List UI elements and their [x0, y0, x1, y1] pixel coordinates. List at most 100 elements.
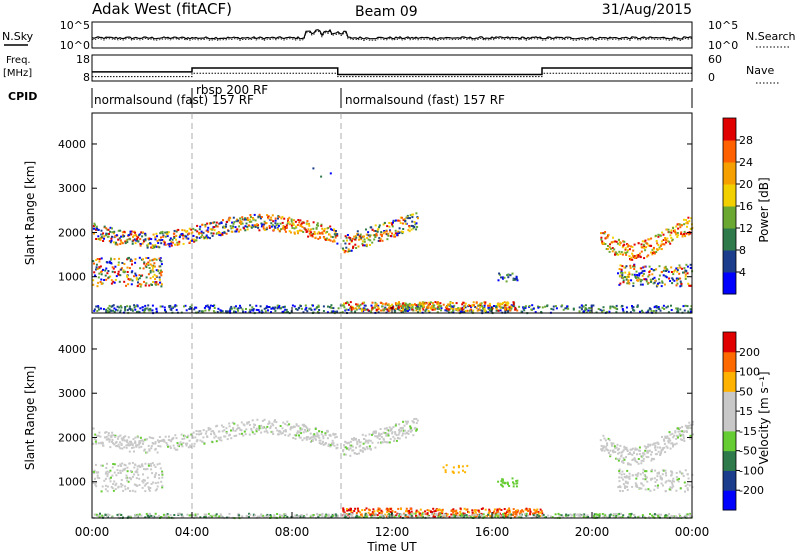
- velocity-cell: [297, 425, 300, 428]
- velocity-cell: [254, 424, 256, 427]
- velocity-cell: [158, 462, 161, 465]
- power-cell: [472, 309, 475, 312]
- velocity-cell: [93, 472, 96, 475]
- power-cell: [612, 240, 615, 243]
- velocity-cell: [462, 469, 464, 472]
- velocity-cell: [117, 443, 120, 446]
- velocity-cell: [488, 508, 491, 511]
- velocity-cell: [643, 445, 646, 448]
- velocity-cell: [180, 443, 183, 446]
- velocity-cell: [666, 435, 669, 438]
- power-cell: [116, 243, 119, 246]
- velocity-cell: [237, 427, 240, 430]
- power-cell: [622, 281, 625, 284]
- velocity-cell: [561, 515, 564, 518]
- velocity-cell: [278, 513, 281, 516]
- power-cell: [455, 308, 458, 310]
- velocity-cell: [296, 430, 299, 433]
- power-cell: [466, 309, 469, 312]
- velocity-cell: [189, 446, 192, 448]
- power-ylabel: Slant Range [km]: [23, 161, 37, 265]
- velocity-cell: [258, 515, 261, 518]
- power-cell: [391, 303, 394, 306]
- power-cell: [270, 307, 273, 310]
- power-cell: [578, 306, 581, 309]
- power-cell: [680, 224, 683, 227]
- power-cell: [410, 224, 413, 227]
- velocity-cell: [347, 441, 350, 444]
- power-cell: [350, 249, 353, 252]
- velocity-cell: [349, 440, 352, 443]
- power-cell: [622, 240, 625, 243]
- power-cell: [354, 235, 357, 238]
- power-cell: [402, 228, 405, 230]
- velocity-ylabel: Slant Range [km]: [23, 366, 37, 470]
- power-cell: [430, 308, 433, 311]
- power-cell: [345, 308, 348, 311]
- velocity-cell: [533, 509, 536, 512]
- velocity-cell: [329, 444, 332, 447]
- velocity-cell: [627, 453, 630, 456]
- power-cell: [414, 307, 417, 309]
- power-cell: [673, 269, 676, 272]
- velocity-cell: [320, 433, 323, 436]
- power-cell: [684, 275, 687, 278]
- power-cell: [386, 308, 389, 311]
- velocity-cell: [355, 446, 357, 449]
- power-cell: [628, 282, 631, 285]
- power-cell: [244, 229, 247, 232]
- power-cell: [159, 265, 162, 268]
- velocity-cell: [439, 513, 442, 515]
- power-cell: [283, 217, 286, 220]
- velocity-cell: [134, 436, 137, 439]
- power-cell: [629, 266, 632, 269]
- velocity-cell: [424, 513, 427, 516]
- velocity-cell: [399, 427, 402, 430]
- velocity-cell: [116, 469, 119, 472]
- power-cell: [672, 278, 674, 281]
- power-cell: [370, 304, 373, 307]
- velocity-cell: [359, 449, 362, 452]
- velocity-cell: [686, 487, 689, 490]
- velocity-cell: [678, 432, 681, 435]
- power-cell: [450, 307, 453, 310]
- power-cell: [134, 261, 137, 264]
- velocity-cell: [213, 436, 216, 439]
- power-cell: [664, 275, 667, 278]
- power-cell: [258, 229, 261, 232]
- velocity-cell: [633, 457, 636, 460]
- velocity-cell: [691, 420, 694, 423]
- power-cell: [212, 221, 215, 224]
- velocity-cell: [248, 423, 251, 426]
- velocity-cell: [626, 488, 629, 491]
- power-cell: [344, 235, 347, 238]
- velocity-cell: [105, 467, 108, 469]
- power-cell: [118, 306, 121, 309]
- velocity-cell: [167, 438, 170, 441]
- power-cell: [415, 309, 418, 312]
- velocity-cell: [260, 513, 263, 516]
- velocity-cell: [141, 439, 144, 442]
- velocity-cell: [657, 514, 660, 517]
- velocity-cell: [622, 514, 625, 517]
- power-cell: [651, 248, 654, 251]
- velocity-cell: [232, 427, 235, 430]
- velocity-cell: [622, 457, 625, 460]
- velocity-cell: [623, 476, 626, 478]
- velocity-cell: [233, 422, 236, 425]
- velocity-cell: [457, 466, 460, 469]
- power-cell: [333, 229, 336, 232]
- power-cell: [664, 265, 667, 268]
- velocity-cell: [147, 515, 150, 518]
- velocity-cell: [681, 430, 684, 433]
- power-cell: [137, 281, 139, 284]
- power-cell: [592, 304, 595, 307]
- power-cell: [158, 238, 161, 241]
- power-cell: [671, 238, 674, 241]
- velocity-cell: [622, 461, 625, 464]
- power-cell: [316, 232, 319, 235]
- power-cell: [377, 228, 380, 231]
- velocity-cell: [140, 439, 143, 442]
- velocity-cell: [369, 448, 372, 451]
- power-cell: [100, 236, 103, 239]
